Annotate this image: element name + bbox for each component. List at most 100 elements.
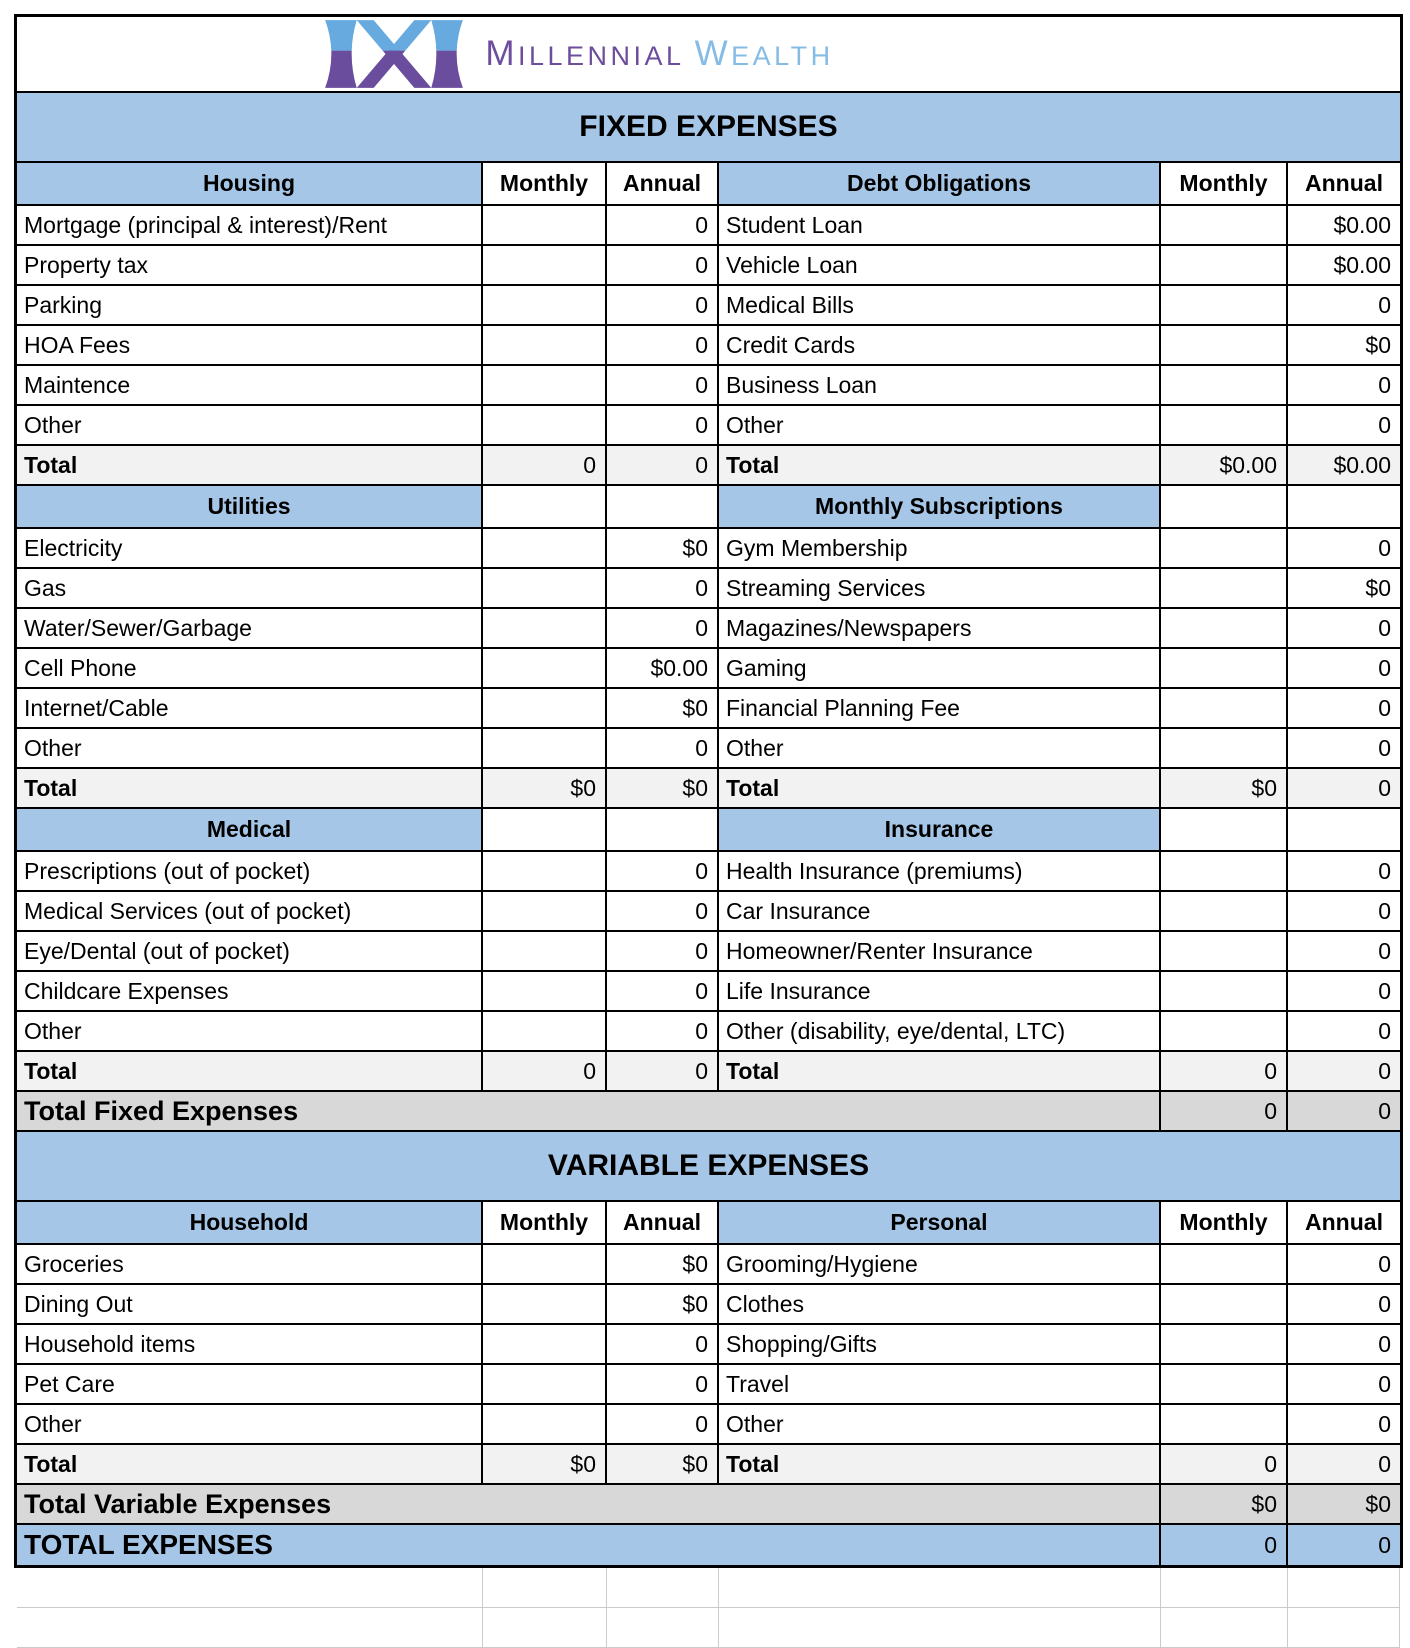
annual-value-cell[interactable]: $0.00 (1288, 206, 1400, 246)
empty-cell[interactable] (483, 809, 607, 852)
col-header-annual[interactable]: Annual (607, 163, 719, 206)
expense-label[interactable]: Household items (17, 1325, 483, 1365)
annual-value-cell[interactable]: $0 (607, 689, 719, 729)
section-title-left[interactable]: Household (17, 1202, 483, 1245)
monthly-value-cell[interactable] (1161, 892, 1288, 932)
total-variable-expenses-monthly-value[interactable]: $0 (1161, 1485, 1288, 1525)
monthly-value-cell[interactable] (483, 406, 607, 446)
annual-value-cell[interactable]: $0 (1288, 569, 1400, 609)
monthly-value-cell[interactable] (1161, 609, 1288, 649)
total-row-label[interactable]: Total (719, 446, 1161, 486)
section-title-right[interactable]: Insurance (719, 809, 1161, 852)
expense-label[interactable]: Mortgage (principal & interest)/Rent (17, 206, 483, 246)
empty-cell[interactable] (483, 1568, 607, 1608)
annual-value-cell[interactable]: 0 (1288, 649, 1400, 689)
annual-value-cell[interactable]: 0 (1288, 1245, 1400, 1285)
total-expenses-monthly-value[interactable]: 0 (1161, 1525, 1288, 1565)
col-header-monthly[interactable]: Monthly (1161, 163, 1288, 206)
total-monthly-value[interactable]: 0 (483, 1052, 607, 1092)
annual-value-cell[interactable]: 0 (1288, 1365, 1400, 1405)
col-header-monthly[interactable]: Monthly (483, 1202, 607, 1245)
total-monthly-value[interactable]: $0 (483, 1445, 607, 1485)
empty-cell[interactable] (1288, 1568, 1400, 1608)
expense-label[interactable]: Medical Bills (719, 286, 1161, 326)
col-header-annual[interactable]: Annual (1288, 163, 1400, 206)
monthly-value-cell[interactable] (1161, 246, 1288, 286)
expense-label[interactable]: Other (17, 406, 483, 446)
annual-value-cell[interactable]: 0 (1288, 892, 1400, 932)
monthly-value-cell[interactable] (483, 1365, 607, 1405)
expense-label[interactable]: Gas (17, 569, 483, 609)
expense-label[interactable]: Other (17, 1405, 483, 1445)
annual-value-cell[interactable]: 0 (1288, 609, 1400, 649)
expense-label[interactable]: Shopping/Gifts (719, 1325, 1161, 1365)
total-annual-value[interactable]: $0 (607, 1445, 719, 1485)
annual-value-cell[interactable]: 0 (1288, 406, 1400, 446)
monthly-value-cell[interactable] (1161, 972, 1288, 1012)
expense-label[interactable]: Streaming Services (719, 569, 1161, 609)
empty-cell[interactable] (1161, 809, 1288, 852)
monthly-value-cell[interactable] (1161, 932, 1288, 972)
annual-value-cell[interactable]: 0 (607, 206, 719, 246)
expense-label[interactable]: Other (719, 1405, 1161, 1445)
empty-cell[interactable] (1161, 1608, 1288, 1648)
expense-label[interactable]: Water/Sewer/Garbage (17, 609, 483, 649)
monthly-value-cell[interactable] (483, 1012, 607, 1052)
total-row-label[interactable]: Total (17, 1445, 483, 1485)
total-monthly-value[interactable]: $0 (483, 769, 607, 809)
total-annual-value[interactable]: 0 (607, 446, 719, 486)
total-variable-expenses-label[interactable]: Total Variable Expenses (17, 1485, 1161, 1525)
empty-cell[interactable] (607, 486, 719, 529)
total-annual-value[interactable]: 0 (1288, 1052, 1400, 1092)
expense-label[interactable]: Car Insurance (719, 892, 1161, 932)
monthly-value-cell[interactable] (483, 529, 607, 569)
monthly-value-cell[interactable] (483, 286, 607, 326)
total-fixed-expenses-label[interactable]: Total Fixed Expenses (17, 1092, 1161, 1132)
expense-label[interactable]: Homeowner/Renter Insurance (719, 932, 1161, 972)
section-title-right[interactable]: Personal (719, 1202, 1161, 1245)
col-header-monthly[interactable]: Monthly (483, 163, 607, 206)
col-header-annual[interactable]: Annual (607, 1202, 719, 1245)
annual-value-cell[interactable]: 0 (607, 972, 719, 1012)
expense-label[interactable]: Eye/Dental (out of pocket) (17, 932, 483, 972)
annual-value-cell[interactable]: 0 (1288, 729, 1400, 769)
expense-label[interactable]: Electricity (17, 529, 483, 569)
section-title-right[interactable]: Monthly Subscriptions (719, 486, 1161, 529)
expense-label[interactable]: Gaming (719, 649, 1161, 689)
annual-value-cell[interactable]: 0 (1288, 1012, 1400, 1052)
annual-value-cell[interactable]: $0 (607, 1285, 719, 1325)
total-annual-value[interactable]: 0 (1288, 769, 1400, 809)
annual-value-cell[interactable]: 0 (607, 1012, 719, 1052)
monthly-value-cell[interactable] (483, 206, 607, 246)
total-row-label[interactable]: Total (17, 769, 483, 809)
monthly-value-cell[interactable] (1161, 406, 1288, 446)
expense-label[interactable]: Other (17, 729, 483, 769)
empty-cell[interactable] (719, 1608, 1161, 1648)
expense-label[interactable]: Business Loan (719, 366, 1161, 406)
expense-label[interactable]: Childcare Expenses (17, 972, 483, 1012)
col-header-monthly[interactable]: Monthly (1161, 1202, 1288, 1245)
monthly-value-cell[interactable] (1161, 366, 1288, 406)
empty-cell[interactable] (483, 1608, 607, 1648)
monthly-value-cell[interactable] (1161, 1325, 1288, 1365)
annual-value-cell[interactable]: 0 (607, 852, 719, 892)
monthly-value-cell[interactable] (483, 246, 607, 286)
empty-cell[interactable] (1288, 809, 1400, 852)
monthly-value-cell[interactable] (483, 326, 607, 366)
monthly-value-cell[interactable] (483, 972, 607, 1012)
annual-value-cell[interactable]: 0 (607, 286, 719, 326)
total-annual-value[interactable]: $0 (607, 769, 719, 809)
annual-value-cell[interactable]: $0 (607, 1245, 719, 1285)
annual-value-cell[interactable]: $0 (607, 529, 719, 569)
monthly-value-cell[interactable] (483, 1285, 607, 1325)
expense-label[interactable]: Student Loan (719, 206, 1161, 246)
total-row-label[interactable]: Total (719, 769, 1161, 809)
annual-value-cell[interactable]: 0 (1288, 972, 1400, 1012)
annual-value-cell[interactable]: 0 (607, 366, 719, 406)
annual-value-cell[interactable]: 0 (607, 406, 719, 446)
annual-value-cell[interactable]: 0 (1288, 1285, 1400, 1325)
section-title-right[interactable]: Debt Obligations (719, 163, 1161, 206)
empty-cell[interactable] (1161, 1568, 1288, 1608)
expense-label[interactable]: Magazines/Newspapers (719, 609, 1161, 649)
empty-cell[interactable] (607, 1608, 719, 1648)
